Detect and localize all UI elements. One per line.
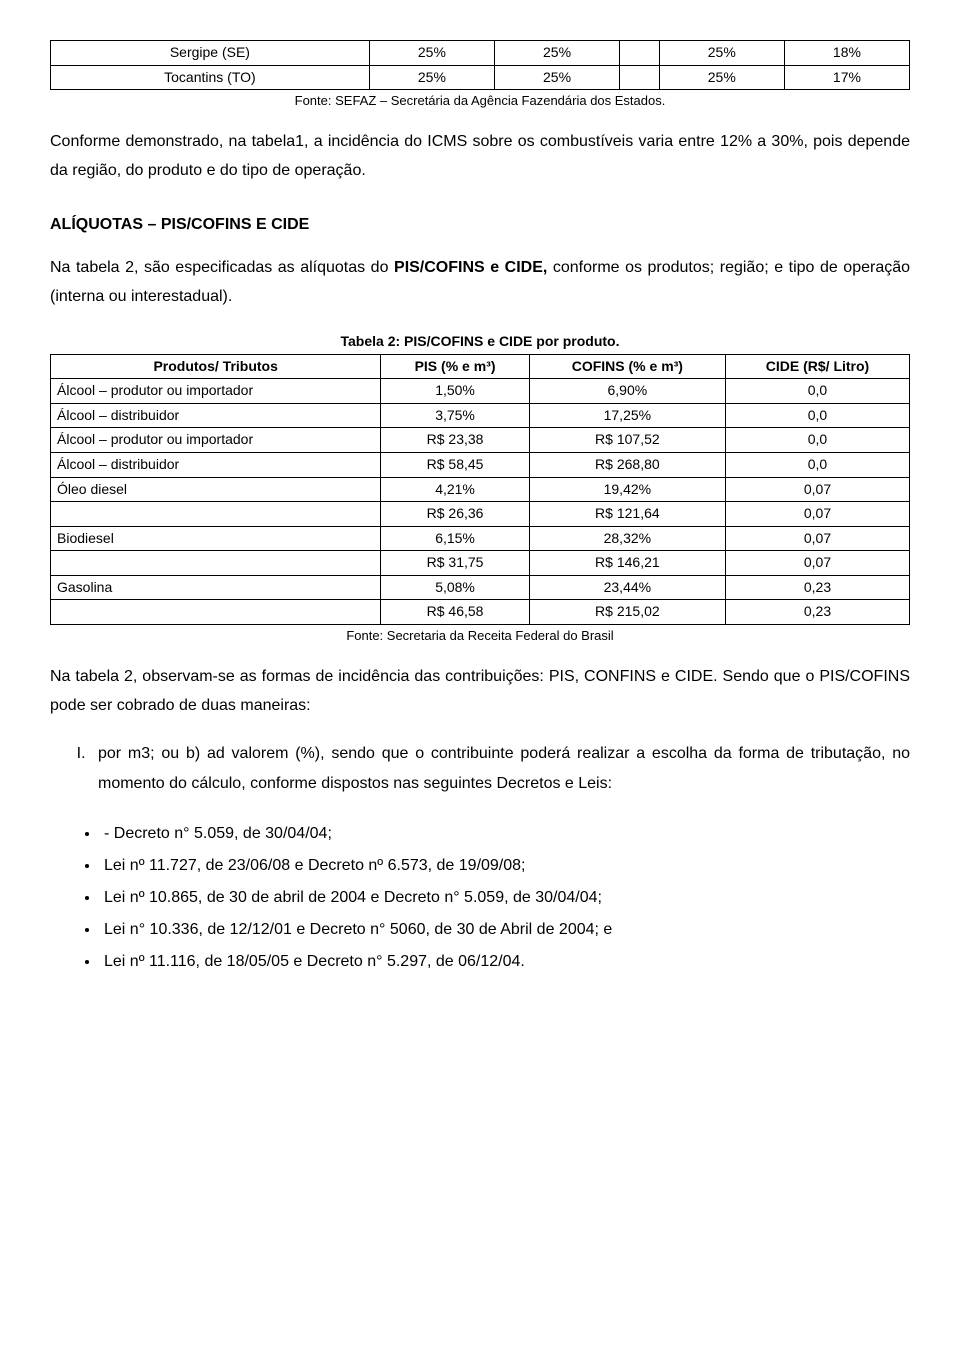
table-cell: R$ 215,02 xyxy=(529,600,725,625)
table-cell: Álcool – distribuidor xyxy=(51,403,381,428)
table-cell: 0,0 xyxy=(725,428,909,453)
table2-fonte: Fonte: Secretaria da Receita Federal do … xyxy=(50,627,910,645)
bullet-item: Lei n° 10.336, de 12/12/01 e Decreto n° … xyxy=(100,914,910,946)
table-cell: Álcool – distribuidor xyxy=(51,452,381,477)
table-cell: R$ 107,52 xyxy=(529,428,725,453)
ordered-list: por m3; ou b) ad valorem (%), sendo que … xyxy=(90,739,910,800)
paragraph-3: Na tabela 2, observam-se as formas de in… xyxy=(50,663,910,721)
table-cell xyxy=(51,502,381,527)
table-cell: 5,08% xyxy=(381,575,529,600)
table1-fonte: Fonte: SEFAZ – Secretária da Agência Faz… xyxy=(50,92,910,110)
bullet-item: Lei nº 11.727, de 23/06/08 e Decreto nº … xyxy=(100,850,910,882)
table-cell: 0,23 xyxy=(725,600,909,625)
table-cell: 1,50% xyxy=(381,379,529,404)
table-cell: 25% xyxy=(369,65,494,90)
table-icms-states: Sergipe (SE)25%25%25%18%Tocantins (TO)25… xyxy=(50,40,910,90)
table-cell: R$ 268,80 xyxy=(529,452,725,477)
table-cell xyxy=(51,600,381,625)
table-cell: Sergipe (SE) xyxy=(51,41,370,66)
table-cell: 6,15% xyxy=(381,526,529,551)
table-cell: 18% xyxy=(784,41,909,66)
table-cell: 0,07 xyxy=(725,526,909,551)
table-cell: Óleo diesel xyxy=(51,477,381,502)
table-cell: 23,44% xyxy=(529,575,725,600)
table-header-cell: CIDE (R$/ Litro) xyxy=(725,354,909,379)
table-cell: 17,25% xyxy=(529,403,725,428)
table-cell: Álcool – produtor ou importador xyxy=(51,379,381,404)
bullet-item: Lei nº 11.116, de 18/05/05 e Decreto n° … xyxy=(100,946,910,978)
table-cell: R$ 26,36 xyxy=(381,502,529,527)
table-cell: 19,42% xyxy=(529,477,725,502)
table-cell xyxy=(620,65,660,90)
table-cell: R$ 46,58 xyxy=(381,600,529,625)
table-cell: 0,0 xyxy=(725,452,909,477)
table-cell: R$ 31,75 xyxy=(381,551,529,576)
table-cell: R$ 121,64 xyxy=(529,502,725,527)
table-cell: Tocantins (TO) xyxy=(51,65,370,90)
table-pis-cofins-cide: Produtos/ TributosPIS (% e m³)COFINS (% … xyxy=(50,354,910,626)
table-cell: 17% xyxy=(784,65,909,90)
table-header-cell: COFINS (% e m³) xyxy=(529,354,725,379)
heading-aliquotas: ALÍQUOTAS – PIS/COFINS E CIDE xyxy=(50,214,910,236)
list-item-i: por m3; ou b) ad valorem (%), sendo que … xyxy=(90,739,910,800)
table-cell: 25% xyxy=(369,41,494,66)
table2-caption: Tabela 2: PIS/COFINS e CIDE por produto. xyxy=(50,332,910,352)
paragraph-1: Conforme demonstrado, na tabela1, a inci… xyxy=(50,128,910,186)
p2-pre: Na tabela 2, são especificadas as alíquo… xyxy=(50,259,394,276)
table-header-cell: Produtos/ Tributos xyxy=(51,354,381,379)
table-cell: 0,07 xyxy=(725,502,909,527)
table-cell xyxy=(51,551,381,576)
bullet-item: Lei nº 10.865, de 30 de abril de 2004 e … xyxy=(100,882,910,914)
table-cell: 0,0 xyxy=(725,403,909,428)
table-cell: Álcool – produtor ou importador xyxy=(51,428,381,453)
table-cell: 0,07 xyxy=(725,477,909,502)
table-cell: R$ 23,38 xyxy=(381,428,529,453)
table-cell: 25% xyxy=(494,65,619,90)
table-header-cell: PIS (% e m³) xyxy=(381,354,529,379)
table-cell: R$ 146,21 xyxy=(529,551,725,576)
table-cell: 25% xyxy=(659,41,784,66)
bullet-item: - Decreto n° 5.059, de 30/04/04; xyxy=(100,818,910,850)
table-cell: 3,75% xyxy=(381,403,529,428)
table-cell: Biodiesel xyxy=(51,526,381,551)
paragraph-2: Na tabela 2, são especificadas as alíquo… xyxy=(50,254,910,312)
table-cell: 25% xyxy=(494,41,619,66)
table-cell: Gasolina xyxy=(51,575,381,600)
table-cell xyxy=(620,41,660,66)
table-cell: 6,90% xyxy=(529,379,725,404)
table-cell: 28,32% xyxy=(529,526,725,551)
table-cell: R$ 58,45 xyxy=(381,452,529,477)
table-cell: 4,21% xyxy=(381,477,529,502)
bullet-list: - Decreto n° 5.059, de 30/04/04;Lei nº 1… xyxy=(100,818,910,978)
table-cell: 0,23 xyxy=(725,575,909,600)
p2-bold: PIS/COFINS e CIDE, xyxy=(394,259,547,276)
table-cell: 25% xyxy=(659,65,784,90)
table-cell: 0,0 xyxy=(725,379,909,404)
table-cell: 0,07 xyxy=(725,551,909,576)
